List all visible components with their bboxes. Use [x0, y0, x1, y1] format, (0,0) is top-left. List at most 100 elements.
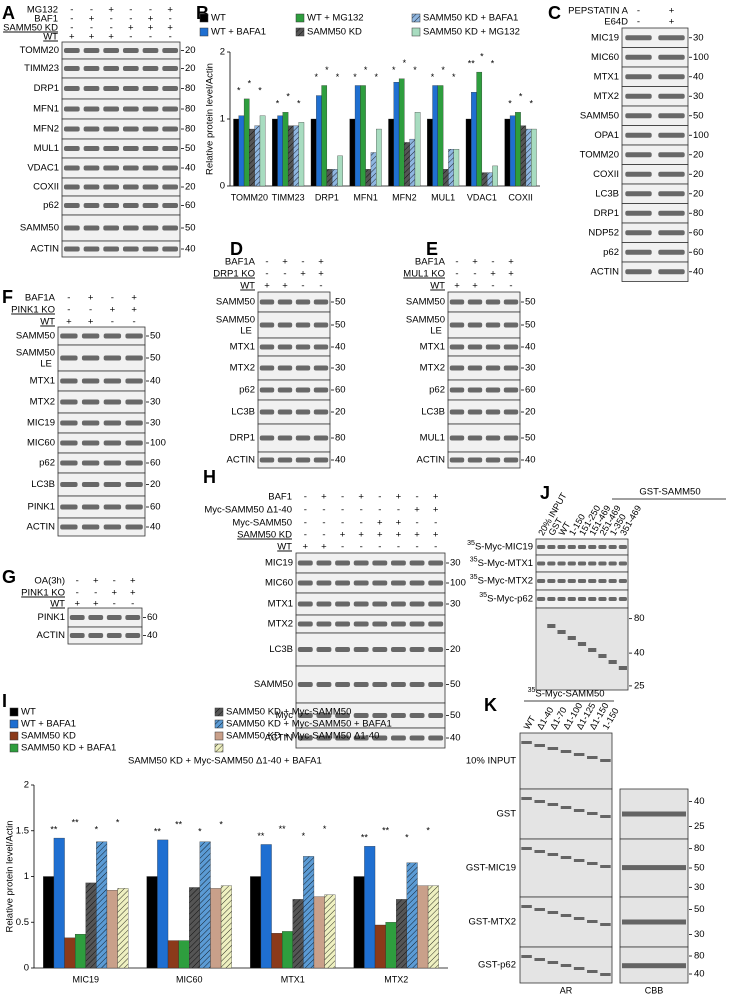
- blot-label: MTX1: [420, 342, 445, 353]
- gel: [519, 838, 613, 898]
- bar: [272, 118, 278, 187]
- legend-swatch: [199, 27, 209, 37]
- sign: +: [318, 257, 324, 268]
- band: [503, 344, 519, 350]
- legend-swatch: [199, 13, 209, 23]
- sign: -: [397, 505, 400, 516]
- significance: *: [276, 99, 280, 109]
- blot-note: LE: [430, 326, 442, 337]
- band: [600, 815, 611, 818]
- blot-label: SAMM50: [20, 223, 59, 234]
- band: [428, 713, 444, 718]
- sign: -: [319, 281, 322, 292]
- condition-label: WT: [40, 317, 55, 328]
- sign: +: [93, 599, 99, 610]
- bar: [417, 885, 429, 969]
- bar: [353, 876, 365, 969]
- marker-label: 100: [693, 52, 709, 63]
- band: [162, 66, 179, 71]
- marker-label: 30: [150, 418, 161, 429]
- band: [335, 713, 351, 718]
- blot-strip: [257, 451, 331, 469]
- condition-label: SAMM50 KD: [3, 23, 58, 34]
- condition-label: WT: [240, 281, 255, 292]
- sign: -: [149, 32, 152, 43]
- sign: +: [490, 269, 496, 280]
- condition-label: BAF1A: [415, 257, 446, 268]
- band: [658, 191, 685, 197]
- band: [63, 203, 80, 208]
- marker-label: 30: [693, 91, 704, 102]
- significance: *: [491, 58, 495, 68]
- marker-label: 100: [450, 578, 466, 589]
- bar: [85, 882, 97, 969]
- condition-label: MG132: [27, 5, 58, 16]
- sign: -: [70, 14, 73, 25]
- isotope: 35: [470, 574, 478, 581]
- band: [63, 86, 80, 91]
- gel: [519, 788, 613, 840]
- band: [409, 713, 425, 718]
- blot-label: MFN1: [33, 104, 59, 115]
- legend-label: WT + MG132: [307, 13, 364, 24]
- band: [162, 126, 179, 132]
- band: [162, 225, 179, 231]
- band: [142, 86, 159, 91]
- band: [103, 106, 120, 112]
- bar: [437, 85, 444, 187]
- marker-label: 80: [185, 124, 196, 135]
- bar: [388, 118, 394, 187]
- band: [122, 86, 139, 91]
- sign: -: [415, 518, 418, 529]
- band: [259, 435, 275, 441]
- marker-label: 50: [185, 223, 196, 234]
- marker-label: 60: [693, 227, 704, 238]
- band: [83, 126, 100, 132]
- band: [162, 165, 179, 171]
- marker-label: 40: [185, 163, 196, 174]
- band: [658, 132, 685, 138]
- legend-label: WT: [21, 707, 36, 718]
- marker-label: 30: [150, 397, 161, 408]
- footer-label: AR: [560, 985, 573, 995]
- sign: -: [110, 14, 113, 25]
- significance: **: [175, 819, 183, 829]
- band: [81, 420, 100, 426]
- sign: -: [341, 518, 344, 529]
- band: [106, 615, 122, 620]
- band: [60, 440, 78, 446]
- band: [503, 435, 519, 441]
- condition-label: BAF1A: [225, 257, 256, 268]
- blot-label: LC3B: [421, 407, 445, 418]
- band: [409, 682, 425, 687]
- sign: -: [304, 492, 307, 503]
- sign: -: [341, 505, 344, 516]
- band: [588, 648, 597, 652]
- band: [409, 647, 425, 652]
- band: [125, 333, 143, 339]
- marker-label: 20: [185, 182, 196, 193]
- band: [295, 387, 311, 393]
- sign: -: [304, 530, 307, 541]
- band: [83, 48, 100, 53]
- band: [103, 440, 122, 446]
- condition-label: PINK1 KO: [21, 588, 65, 599]
- band: [83, 146, 100, 151]
- band: [83, 203, 100, 208]
- legend-label: SAMM50 KD + BAFA1: [21, 743, 116, 754]
- panel-letter: I: [2, 691, 7, 711]
- sign: -: [360, 505, 363, 516]
- condition-label: Myc-SAMM50 Δ1-40: [204, 505, 292, 516]
- band: [122, 184, 139, 190]
- band: [428, 560, 444, 566]
- band: [277, 365, 293, 371]
- band: [521, 797, 532, 800]
- marker-label: 80: [185, 104, 196, 115]
- significance: *: [529, 99, 533, 109]
- sign: -: [322, 530, 325, 541]
- sign: +: [167, 23, 173, 34]
- marker-label: 30: [525, 363, 536, 374]
- significance: **: [361, 833, 369, 843]
- bar: [316, 95, 322, 187]
